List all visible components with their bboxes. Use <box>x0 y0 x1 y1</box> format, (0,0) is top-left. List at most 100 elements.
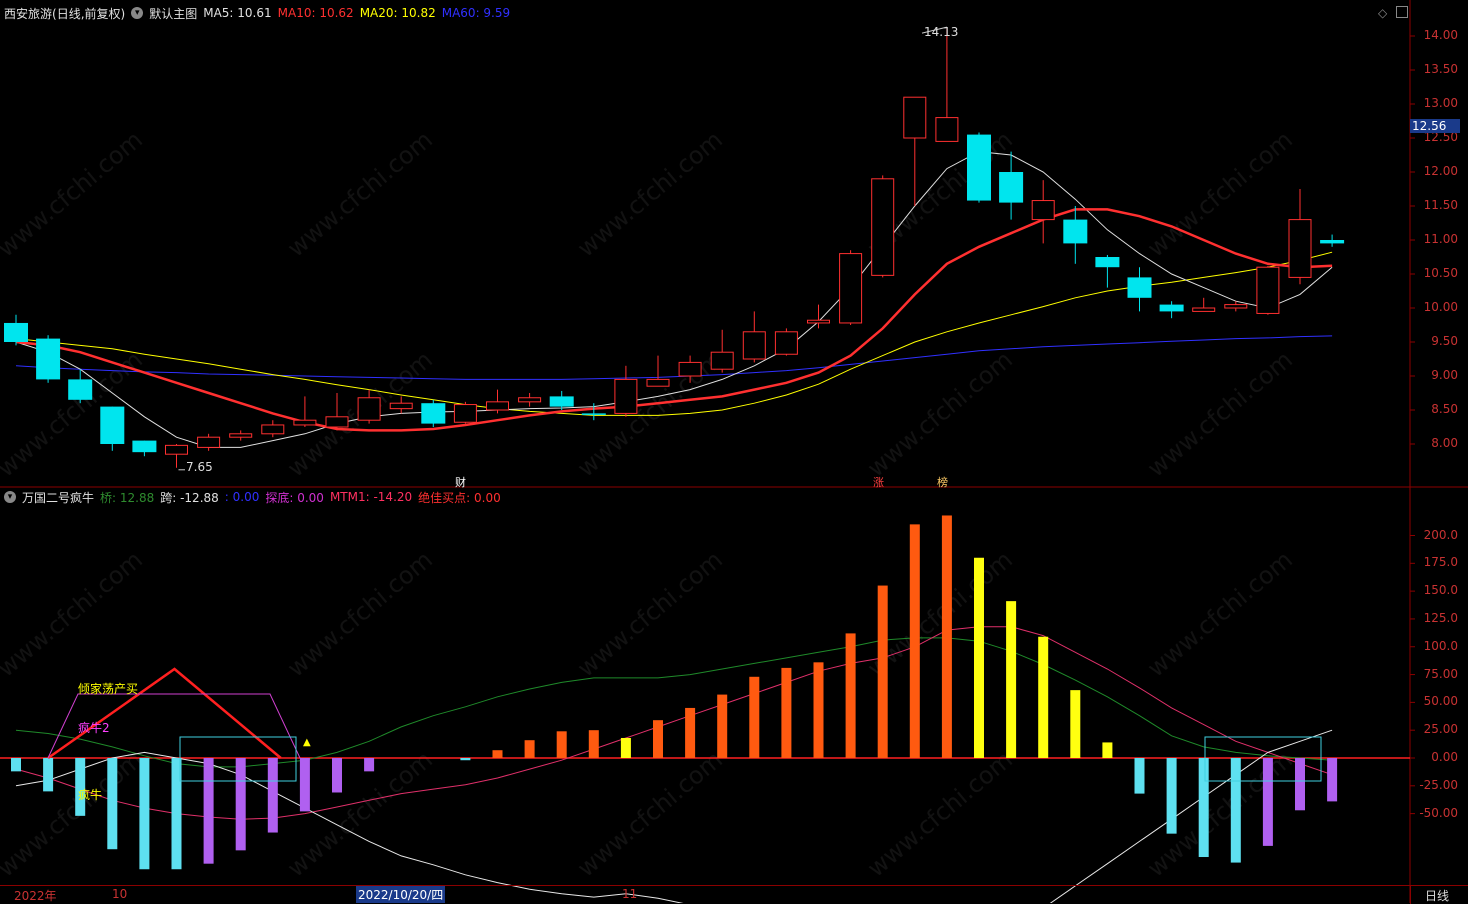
indicator-bar <box>364 758 375 772</box>
period-tab[interactable]: 日线 <box>1410 885 1468 904</box>
candle-body <box>518 397 542 403</box>
label-fengniu: 疯牛 <box>78 788 103 802</box>
marker-bang[interactable]: 榜 <box>937 476 948 489</box>
candle-body <box>486 401 509 411</box>
indicator-bar <box>75 758 86 816</box>
candle-body <box>871 178 895 276</box>
candle-body <box>165 444 188 455</box>
indicator-bar <box>781 667 792 758</box>
indicator-bar <box>203 758 214 864</box>
kua-line <box>15 729 1333 903</box>
indicator-bar <box>685 707 696 758</box>
price-tick-label: 10.50 <box>1423 266 1458 280</box>
marker-zhang[interactable]: 涨 <box>873 476 884 489</box>
candle-body <box>261 424 285 435</box>
indicator-bar <box>1230 758 1241 863</box>
stock-name[interactable]: 西安旅游 <box>4 6 53 21</box>
indicator-tick-label: 175.0 <box>1423 555 1458 570</box>
mtm-line <box>15 626 1333 820</box>
indicator-bar <box>524 740 535 758</box>
candle-body <box>36 338 61 380</box>
kua-value: 跨: -12.88 <box>160 490 219 505</box>
ma60-value: MA60: 9.59 <box>441 6 511 20</box>
price-tick-label: 12.50 <box>1423 130 1458 144</box>
ma10-line <box>15 208 1333 432</box>
high-arrow <box>921 26 948 34</box>
indicator-tick-label: -50.00 <box>1419 805 1458 820</box>
main-chart-menu-icon[interactable]: ▾ <box>131 7 144 19</box>
label-fengniu2: 疯牛2 <box>78 721 110 735</box>
indicator-tick-label: -25.00 <box>1419 777 1458 792</box>
candle-body <box>678 361 702 377</box>
axis-month-10: 10 <box>112 887 128 901</box>
indicator-bar <box>1038 636 1049 758</box>
candle-body <box>293 419 317 426</box>
high-price-label: 14.13 <box>924 25 958 39</box>
candle-body <box>774 331 798 355</box>
candle-body <box>229 433 253 438</box>
candle-body <box>100 406 125 444</box>
ma5-value: MA5: 10.61 <box>203 6 272 20</box>
indicator-bar <box>941 515 952 758</box>
candle-body <box>1127 277 1152 298</box>
indicator-bar <box>1262 758 1273 846</box>
main-chart-name[interactable]: 默认主图 <box>149 6 198 21</box>
ma5-line <box>15 151 1333 448</box>
indicator-tick-label: 100.0 <box>1423 638 1458 653</box>
price-tick-label: 8.50 <box>1431 402 1458 416</box>
indicator-name[interactable]: 万国二号疯牛 <box>22 490 95 505</box>
price-tick-label: 11.00 <box>1423 232 1458 246</box>
marker-cai[interactable]: 财 <box>455 476 466 489</box>
tandi-value: 探底: 0.00 <box>265 490 324 505</box>
qiao-value: 桥: 12.88 <box>100 490 155 505</box>
indicator-tick-label: 75.00 <box>1423 666 1458 681</box>
indicator-bar <box>1166 758 1177 834</box>
candle-body <box>421 403 446 424</box>
current-price-tag: 12.56 <box>1410 119 1460 133</box>
indicator-bar <box>1070 690 1081 758</box>
candle-body <box>903 96 927 139</box>
candle-body <box>197 436 221 448</box>
price-tick-label: 10.00 <box>1423 300 1458 314</box>
candle-body <box>132 440 157 453</box>
diamond-icon[interactable]: ◇ <box>1378 6 1388 20</box>
indicator-bar <box>139 758 150 870</box>
indicator-bar <box>974 557 984 758</box>
indicator-bar <box>845 633 856 758</box>
axis-current-date: 2022/10/20/四 <box>356 886 446 903</box>
maximize-icon[interactable] <box>1396 6 1408 18</box>
indicator-bar <box>43 758 54 792</box>
qiao-line <box>15 637 1333 768</box>
indicator-menu-icon[interactable]: ▾ <box>4 491 16 503</box>
indicator-tick-label: 125.0 <box>1423 610 1458 625</box>
indicator-bar <box>909 524 920 758</box>
indicator-tick-label: 0.00 <box>1431 750 1458 764</box>
indicator-tick-label: 200.0 <box>1423 527 1458 542</box>
candle-body <box>1320 240 1345 244</box>
signal-marker: ▲ <box>303 737 311 748</box>
ma10-value: MA10: 10.62 <box>277 6 354 20</box>
candle-body <box>357 397 381 421</box>
indicator-bar <box>171 758 182 870</box>
price-tick-label: 12.00 <box>1423 164 1458 178</box>
low-price-value: 7.65 <box>186 460 213 474</box>
candle-body <box>839 253 863 324</box>
chart-header: 西安旅游 (日线,前复权) ▾ 默认主图 MA5: 10.61 MA10: 10… <box>4 4 516 22</box>
indicator-bar <box>1006 601 1017 758</box>
candle-body <box>935 117 959 142</box>
indicator-bar <box>11 758 21 772</box>
price-tick-label: 14.00 <box>1423 28 1458 42</box>
indicator-bar <box>492 750 503 758</box>
axis-year: 2022年 <box>14 889 57 903</box>
indicator-bar <box>1295 758 1305 811</box>
mtm1-value: MTM1: -14.20 <box>329 490 413 504</box>
signal-box-right <box>1204 736 1322 782</box>
candle-body <box>646 378 670 387</box>
signal-box-left <box>179 736 297 782</box>
price-tick-label: 9.00 <box>1431 368 1458 382</box>
candle-body <box>710 351 734 370</box>
indicator-bar <box>620 737 631 758</box>
ma20-value: MA20: 10.82 <box>359 6 436 20</box>
candle-body <box>389 402 413 410</box>
